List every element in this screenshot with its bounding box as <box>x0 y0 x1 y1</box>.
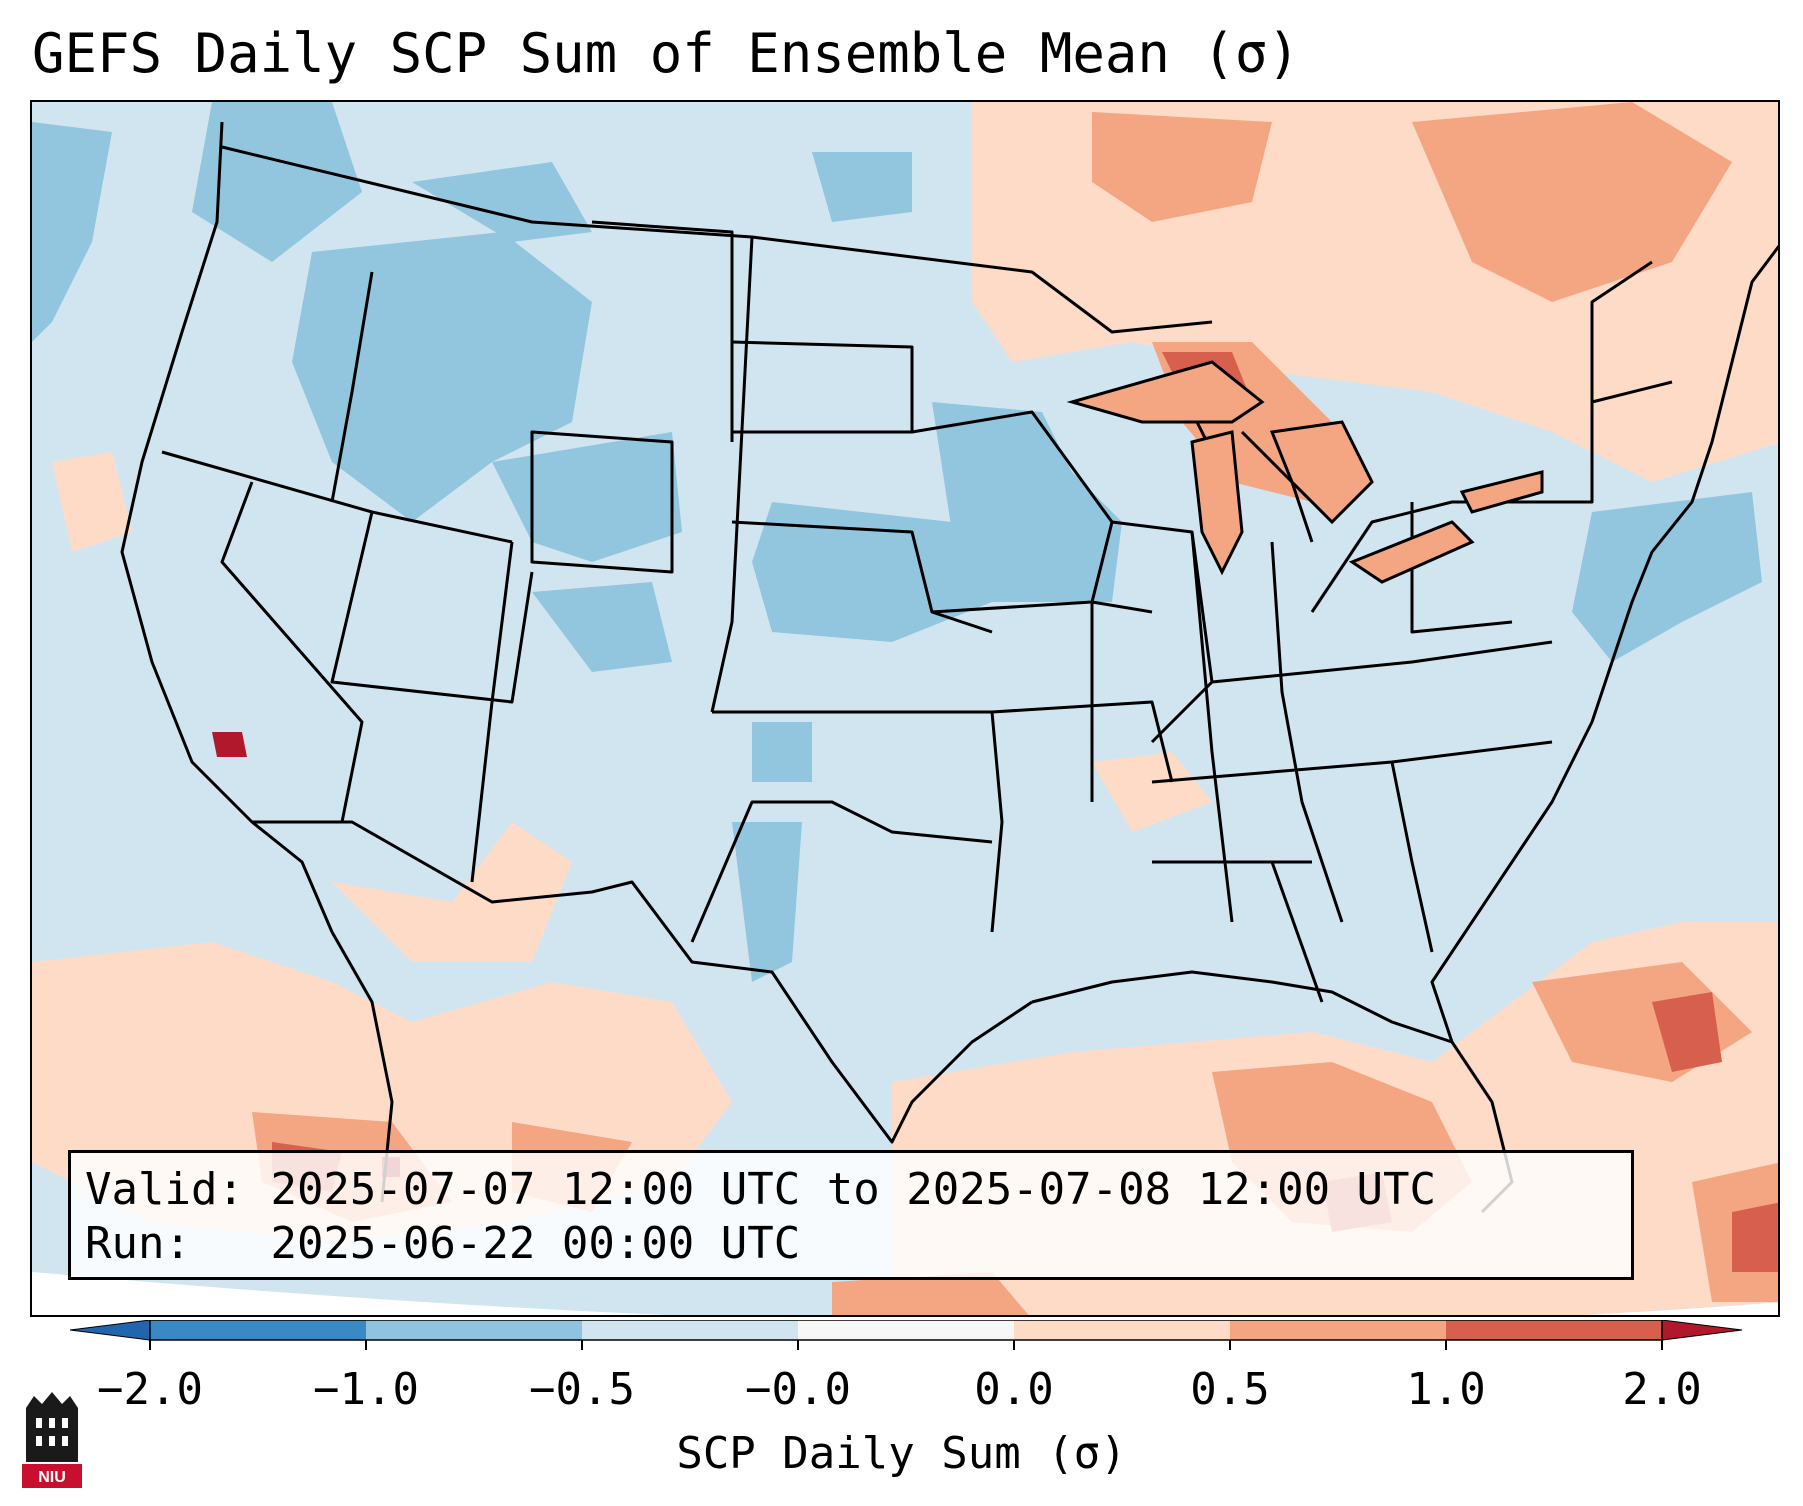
valid-value: 2025-07-07 12:00 UTC to 2025-07-08 12:00… <box>270 1164 1437 1215</box>
map-panel <box>30 100 1780 1317</box>
colorbar-extend-high <box>1661 1320 1743 1341</box>
colorbar-segment-2 <box>366 1320 582 1340</box>
state-boundaries <box>120 121 1778 1214</box>
logo-text: NIU <box>38 1469 66 1486</box>
niu-logo: NIU <box>22 1392 82 1488</box>
colorbar-tick-label: 2.0 <box>1622 1364 1702 1415</box>
valid-run-info-box: Valid: 2025-07-07 12:00 UTC to 2025-07-0… <box>68 1150 1634 1280</box>
colorbar-label: SCP Daily Sum (σ) <box>676 1428 1127 1479</box>
colorbar-tick-label: −1.0 <box>313 1364 419 1415</box>
colorbar-tick-label: −2.0 <box>97 1364 203 1415</box>
colorbar-tick-label: 1.0 <box>1406 1364 1486 1415</box>
colorbar-segment-7 <box>1446 1320 1662 1340</box>
colorbar-segment-6 <box>1230 1320 1446 1340</box>
valid-row: Valid: 2025-07-07 12:00 UTC to 2025-07-0… <box>85 1163 1617 1217</box>
colorbar-segment-4 <box>798 1320 1014 1340</box>
colorbar <box>70 1320 1743 1350</box>
colorbar-segment-5 <box>1014 1320 1230 1340</box>
colorbar-tick-label: −0.5 <box>529 1364 635 1415</box>
colorbar-segment-3 <box>582 1320 798 1340</box>
map-svg <box>32 102 1778 1315</box>
colorbar-tick-label: 0.5 <box>1190 1364 1270 1415</box>
run-value: 2025-06-22 00:00 UTC <box>270 1218 801 1269</box>
colorbar-tick-marks <box>149 1340 1663 1350</box>
colorbar-segment-1 <box>150 1320 366 1340</box>
run-row: Run: 2025-06-22 00:00 UTC <box>85 1217 1617 1271</box>
run-label: Run: <box>85 1218 191 1269</box>
colorbar-outline <box>149 1320 1663 1341</box>
projection-edge <box>32 1272 1778 1315</box>
great-lakes <box>1066 360 1544 584</box>
colorbar-tick-label: −0.0 <box>745 1364 851 1415</box>
colorbar-tick-label: 0.0 <box>974 1364 1054 1415</box>
chart-title: GEFS Daily SCP Sum of Ensemble Mean (σ) <box>32 22 1300 85</box>
valid-label: Valid: <box>85 1164 244 1215</box>
colorbar-extend-low <box>70 1320 151 1341</box>
